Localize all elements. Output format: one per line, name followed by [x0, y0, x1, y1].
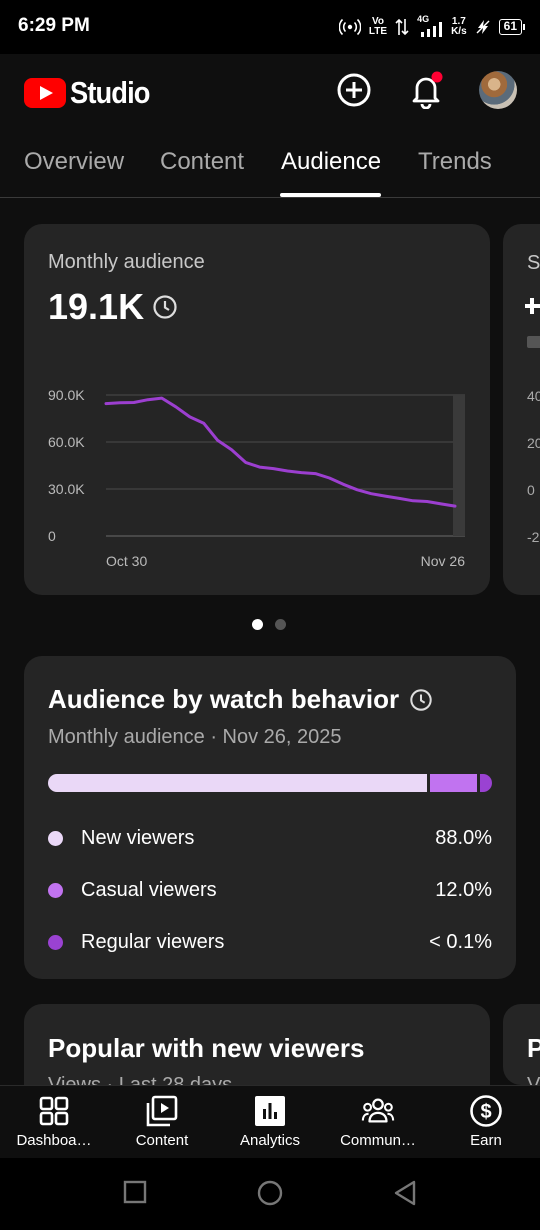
- tab-bar: Overview Content Audience Trends: [0, 128, 540, 198]
- legend-label: Regular viewers: [81, 930, 225, 953]
- peek-subtitle: V: [527, 1074, 540, 1085]
- system-navigation-bar: [0, 1158, 540, 1230]
- nav-label: Analytics: [239, 1132, 301, 1149]
- bar-segment: [429, 774, 477, 792]
- carousel-pager[interactable]: [252, 619, 286, 630]
- y-tick-label: 90.0K: [48, 387, 85, 403]
- app-header: Studio: [0, 54, 540, 128]
- notifications-icon: [412, 71, 443, 109]
- battery-indicator: 61: [498, 19, 526, 35]
- svg-text:$: $: [480, 1101, 491, 1123]
- y-tick-label: 30.0K: [48, 481, 85, 497]
- earn-icon: $: [469, 1094, 503, 1128]
- next-card-peek[interactable]: P V: [503, 1004, 540, 1085]
- home-button-icon[interactable]: [257, 1180, 283, 1206]
- tab-active-indicator: [280, 193, 381, 197]
- nav-community[interactable]: Commun…: [324, 1086, 432, 1159]
- back-button-icon[interactable]: [393, 1180, 417, 1206]
- x-tick-label: Oct 30: [106, 553, 147, 569]
- section-title: Audience by watch behavior: [48, 684, 433, 715]
- bottom-navigation: Dashboa… Content Analytics Commun… $ Ear…: [0, 1085, 540, 1158]
- net-speed: 1.7 K/s: [451, 16, 467, 37]
- card-title: Monthly audience: [48, 251, 205, 273]
- nav-earn[interactable]: $ Earn: [432, 1086, 540, 1159]
- nav-analytics[interactable]: Analytics: [216, 1086, 324, 1159]
- peek-tick: 40: [527, 388, 540, 404]
- peek-title: P: [527, 1033, 540, 1063]
- no-sim-icon: [476, 20, 490, 34]
- peek-tick: 0: [527, 482, 535, 498]
- analytics-icon: [253, 1094, 287, 1128]
- bar-segment: [48, 774, 427, 792]
- create-button[interactable]: [334, 70, 374, 110]
- volte-indicator: Vo LTE: [368, 16, 388, 37]
- notifications-button[interactable]: [406, 70, 446, 110]
- status-icons: Vo LTE 4G 1.7 K/s 61: [338, 14, 526, 40]
- legend-value: 88.0%: [435, 826, 492, 849]
- tab-trends[interactable]: Trends: [418, 148, 492, 175]
- signal-icon: [421, 22, 443, 37]
- legend-dot: [48, 934, 63, 950]
- signal-indicator: 4G: [417, 14, 443, 37]
- monthly-audience-chart: 90.0K 60.0K 30.0K 0 Oct 30 Nov 26: [48, 387, 466, 569]
- legend-value: 12.0%: [435, 878, 492, 901]
- monthly-audience-card[interactable]: Monthly audience 19.1K 90.0K 60.0K 30.0K 0 …: [24, 224, 490, 595]
- legend-dot: [48, 882, 63, 898]
- peek-tick: -2: [527, 529, 540, 545]
- legend-new-viewers: New viewers 88.0%: [48, 823, 492, 853]
- peek-title: S: [527, 252, 540, 274]
- recents-button-icon[interactable]: [123, 1180, 147, 1204]
- popular-new-viewers-card[interactable]: Popular with new viewers Views · Last 28…: [24, 1004, 490, 1085]
- section-subtitle: Views · Last 28 days: [48, 1074, 233, 1085]
- next-chart-card-peek[interactable]: S 40 20 0 -2: [503, 224, 540, 595]
- watch-behavior-bar: [48, 774, 492, 792]
- avatar[interactable]: [479, 71, 517, 109]
- studio-logo[interactable]: Studio: [24, 75, 160, 111]
- legend-dot: [48, 830, 63, 846]
- create-icon: [337, 73, 371, 107]
- app-name: Studio: [70, 75, 150, 110]
- status-bar: 6:29 PM Vo LTE 4G 1.7 K/s 61: [0, 0, 540, 54]
- legend-regular-viewers: Regular viewers < 0.1%: [48, 927, 492, 957]
- content-icon: [145, 1094, 179, 1128]
- clock-icon: [153, 295, 177, 319]
- nav-content[interactable]: Content: [108, 1086, 216, 1159]
- pager-dot[interactable]: [252, 619, 263, 630]
- nav-label: Dashboa…: [16, 1132, 92, 1149]
- legend-casual-viewers: Casual viewers 12.0%: [48, 875, 492, 905]
- youtube-logo-icon: [24, 78, 66, 108]
- data-arrows-icon: [395, 18, 409, 36]
- legend-label: Casual viewers: [81, 878, 217, 901]
- legend-label: New viewers: [81, 826, 195, 849]
- section-title: Popular with new viewers: [48, 1033, 365, 1063]
- nav-dashboard[interactable]: Dashboa…: [0, 1086, 108, 1159]
- peek-caption: [527, 334, 540, 350]
- selected-point-band[interactable]: [453, 395, 465, 536]
- clock-icon: [410, 688, 432, 711]
- community-icon: [361, 1094, 395, 1128]
- section-subtitle: Monthly audience · Nov 26, 2025: [48, 726, 342, 748]
- hotspot-icon: [338, 18, 361, 36]
- watch-behavior-card[interactable]: Audience by watch behavior Monthly audie…: [24, 656, 516, 979]
- tab-content[interactable]: Content: [160, 148, 245, 175]
- status-time: 6:29 PM: [18, 15, 90, 36]
- peek-plus-icon: [525, 298, 540, 314]
- peek-tick: 20: [527, 435, 540, 451]
- y-tick-label: 60.0K: [48, 434, 85, 450]
- tab-overview[interactable]: Overview: [24, 148, 125, 175]
- y-tick-label: 0: [48, 528, 56, 544]
- tab-audience[interactable]: Audience: [281, 148, 382, 175]
- series-line: [104, 396, 457, 508]
- nav-label: Content: [135, 1132, 189, 1149]
- bar-segment: [479, 774, 492, 792]
- legend-value: < 0.1%: [429, 930, 492, 953]
- monthly-audience-value: 19.1K: [48, 286, 178, 328]
- nav-label: Commun…: [340, 1132, 416, 1149]
- x-tick-label: Nov 26: [421, 553, 466, 569]
- nav-label: Earn: [470, 1132, 502, 1149]
- dashboard-icon: [37, 1094, 71, 1128]
- pager-dot[interactable]: [275, 619, 286, 630]
